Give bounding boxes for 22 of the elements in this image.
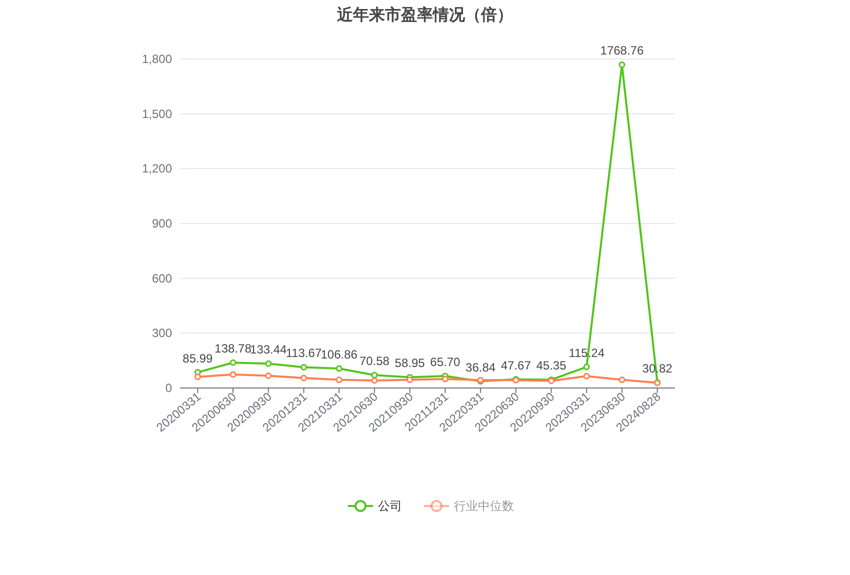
y-tick-label: 1,200 xyxy=(142,162,172,176)
legend-label: 公司 xyxy=(378,499,402,513)
data-label: 85.99 xyxy=(182,351,214,366)
data-label: 70.58 xyxy=(359,354,390,368)
y-tick-label: 300 xyxy=(152,326,172,340)
data-label: 106.86 xyxy=(320,347,358,362)
y-tick-label: 0 xyxy=(165,381,172,395)
data-label: 47.67 xyxy=(500,358,532,372)
y-tick-label: 900 xyxy=(152,216,172,230)
legend-label: 行业中位数 xyxy=(454,499,514,513)
data-label: 1768.76 xyxy=(600,44,644,58)
data-label: 133.44 xyxy=(250,342,288,357)
data-label: 138.78 xyxy=(214,342,252,356)
data-label: 65.70 xyxy=(430,354,461,369)
data-label: 113.67 xyxy=(286,346,322,360)
y-tick-label: 600 xyxy=(152,271,172,286)
data-label: 45.35 xyxy=(536,358,567,373)
data-label: 36.84 xyxy=(466,360,496,374)
y-tick-label: 1,800 xyxy=(142,52,172,66)
y-tick-label: 1,500 xyxy=(142,106,172,121)
chart-title: 近年来市盈率情况（倍） xyxy=(336,5,513,24)
data-label: 58.95 xyxy=(394,356,426,370)
